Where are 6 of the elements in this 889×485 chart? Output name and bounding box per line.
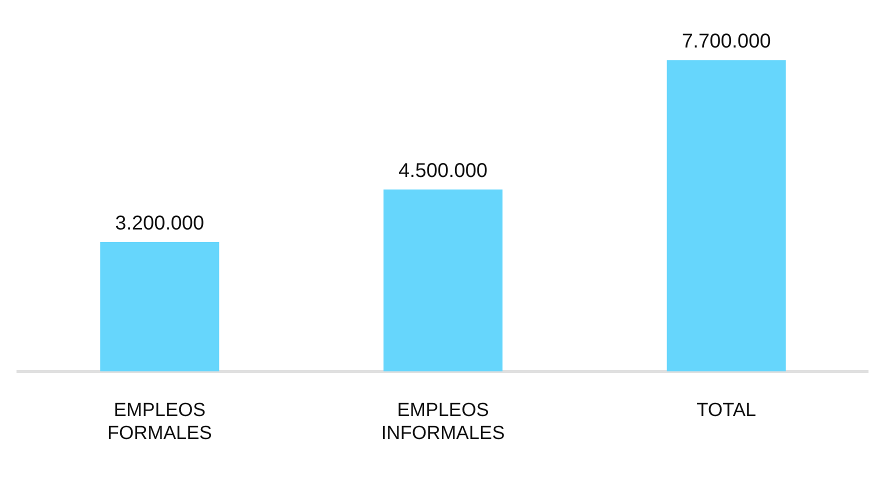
data-label: 7.700.000 [682,30,771,53]
data-label: 3.200.000 [115,212,204,235]
x-tick-label: EMPLEOS FORMALES [107,400,212,444]
data-label: 4.500.000 [398,160,488,182]
x-tick-label: TOTAL [696,400,756,422]
x-tick-label: EMPLEOS INFORMALES [381,400,505,444]
